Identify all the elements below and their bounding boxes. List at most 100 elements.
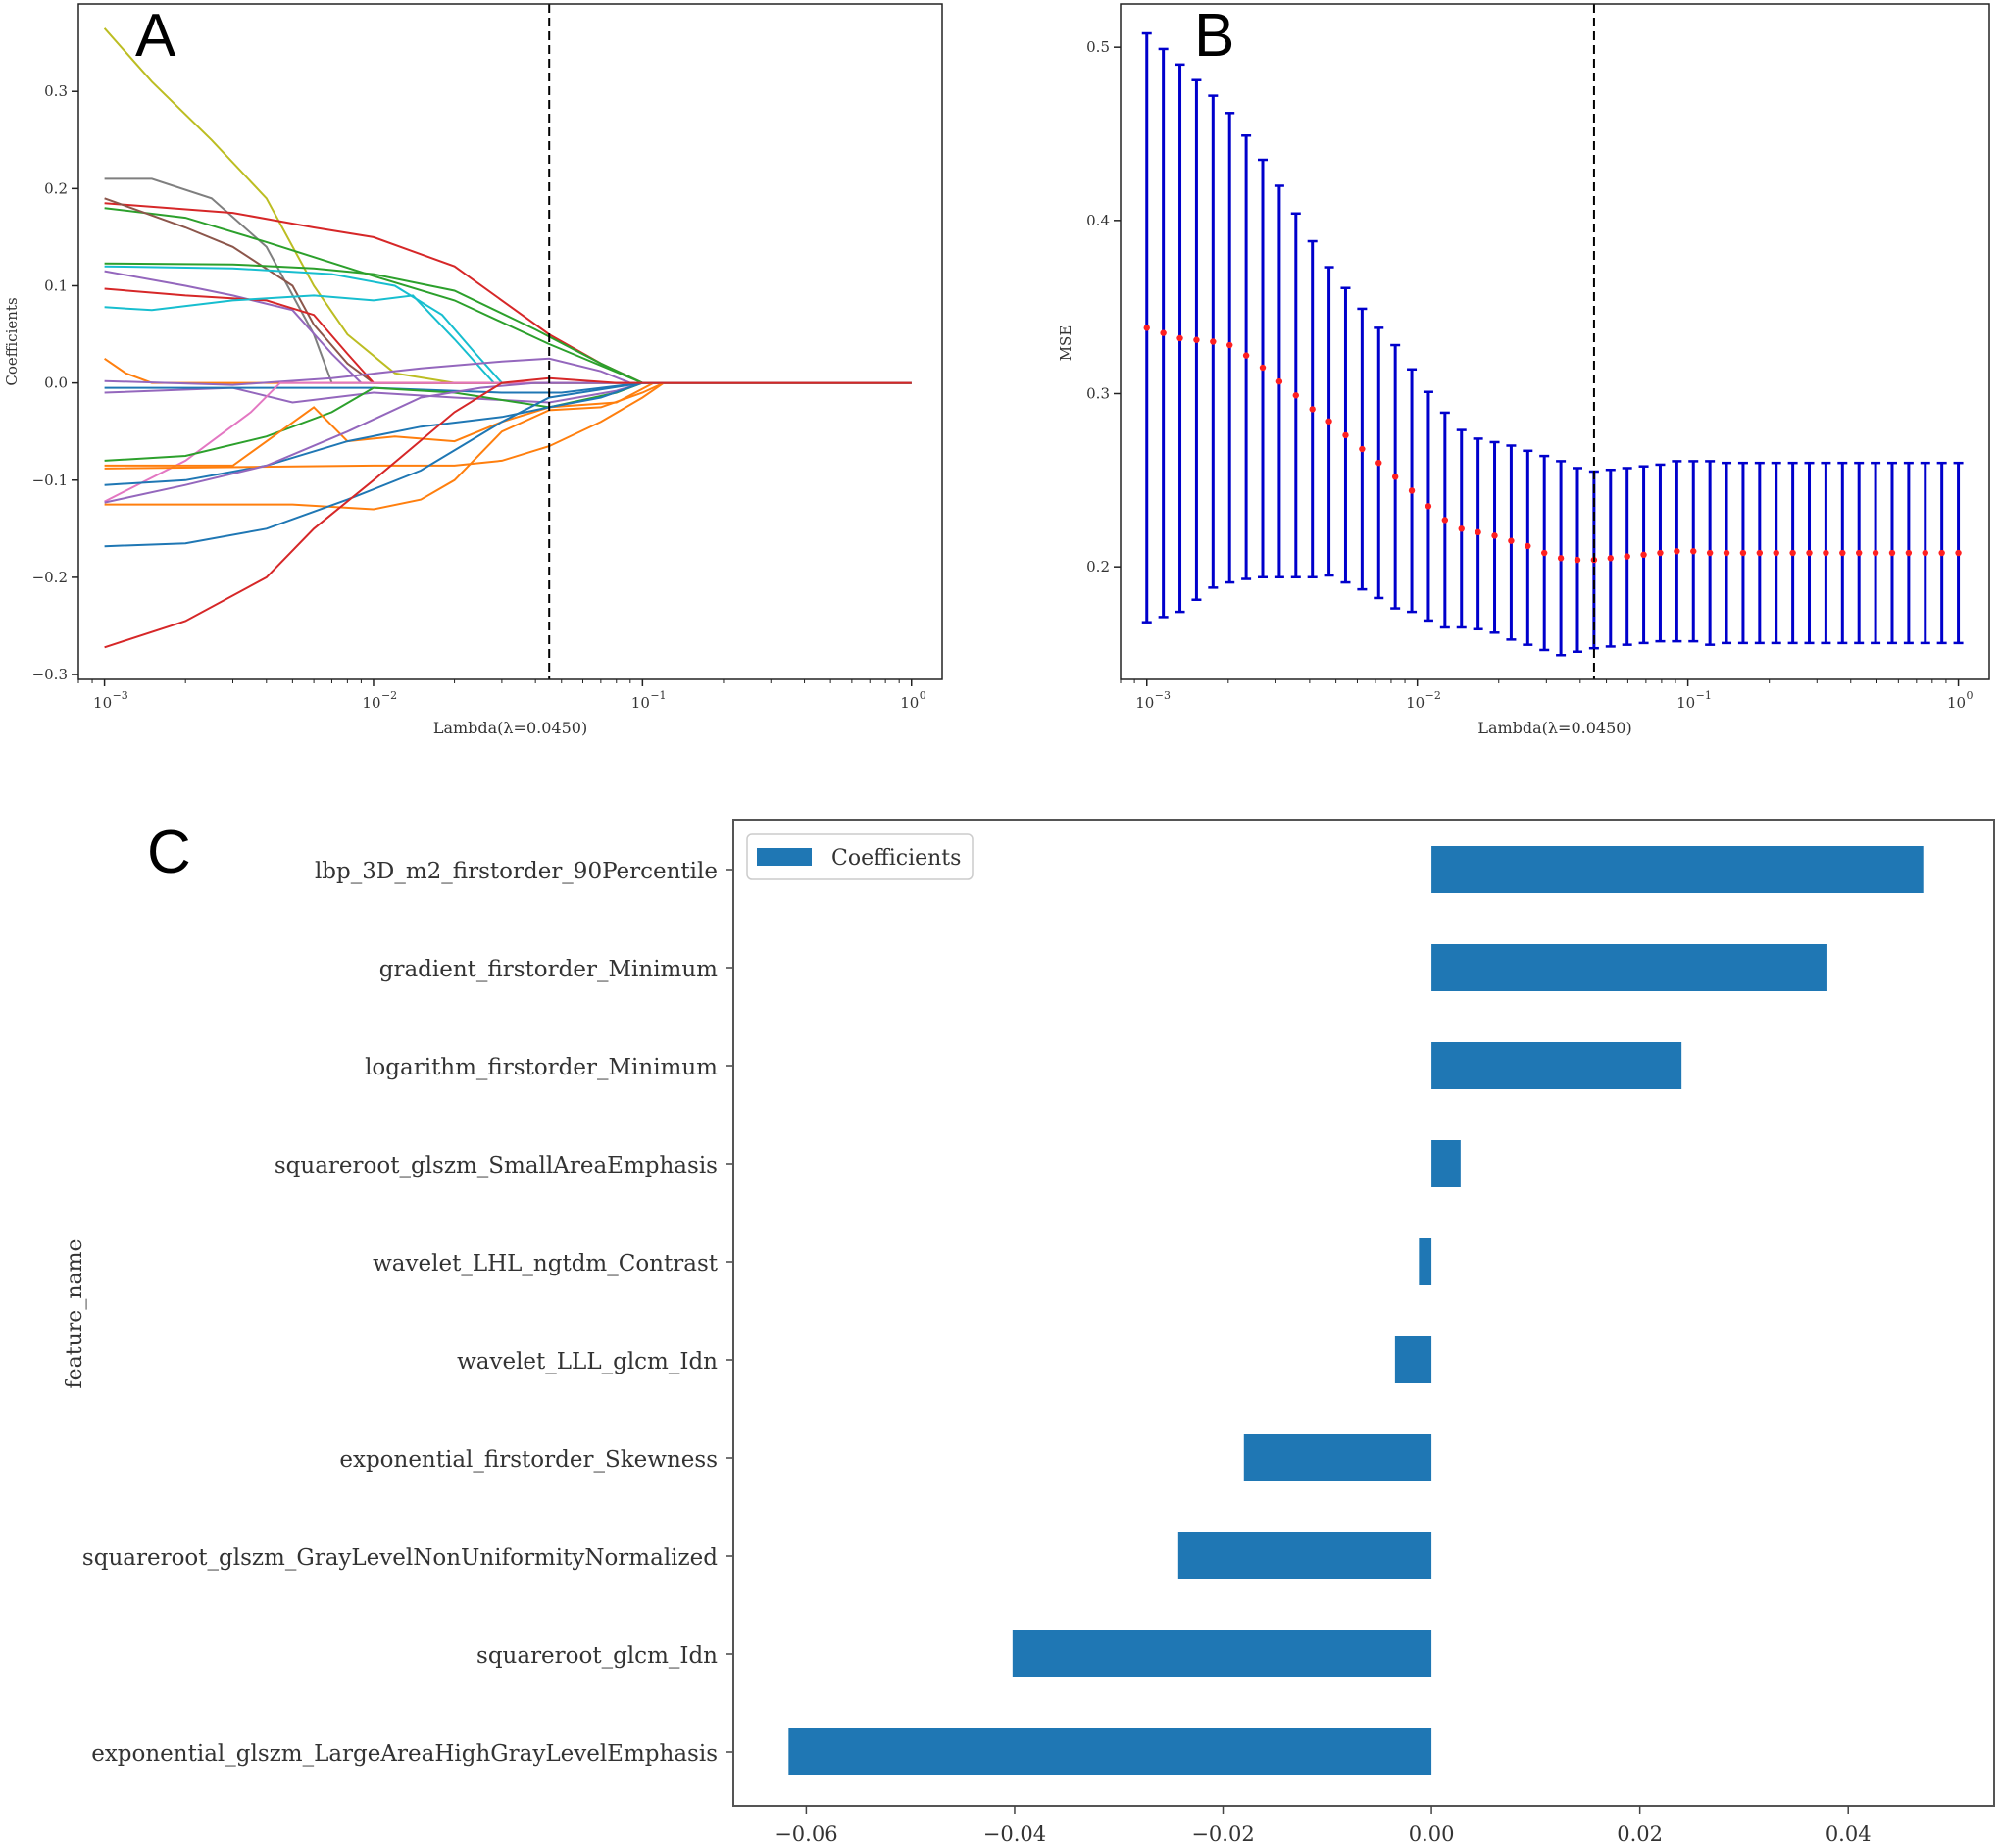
coefficient-path-line <box>104 381 912 467</box>
x-tick-base: 10 <box>362 694 380 712</box>
mse-mean-point <box>1242 352 1250 359</box>
mse-mean-point <box>1607 555 1614 562</box>
mse-mean-point <box>1441 517 1449 524</box>
y-tick-label: 0.2 <box>1086 558 1110 575</box>
y-axis-label: Coefficients <box>3 297 21 385</box>
mse-mean-point <box>1309 406 1316 413</box>
mse-mean-point <box>1325 418 1332 425</box>
coefficient-bar <box>788 1728 1432 1775</box>
mse-mean-point <box>1773 549 1779 557</box>
mse-mean-point <box>1640 551 1647 558</box>
mse-mean-point <box>1872 549 1879 557</box>
y-tick-label: −0.3 <box>32 666 68 683</box>
coefficient-path-line <box>104 287 912 384</box>
coefficient-path-line <box>104 270 912 384</box>
coefficient-bar <box>1243 1434 1432 1481</box>
mse-mean-point <box>1342 431 1349 439</box>
mse-mean-point <box>1955 549 1962 557</box>
feature-label: wavelet_LLL_glcm_Idn <box>457 1349 718 1374</box>
feature-label: exponential_firstorder_Skewness <box>339 1447 718 1473</box>
x-tick-label: −0.06 <box>775 1823 837 1843</box>
mse-mean-point <box>1938 549 1945 557</box>
mse-mean-point <box>1624 553 1630 560</box>
mse-mean-point <box>1425 503 1432 510</box>
coefficient-bar <box>1419 1238 1432 1285</box>
mse-mean-point <box>1193 336 1200 343</box>
mse-mean-point <box>1574 556 1581 564</box>
mse-mean-point <box>1690 548 1697 555</box>
coefficient-path-line <box>104 381 912 486</box>
feature-label: exponential_glszm_LargeAreaHighGrayLevel… <box>91 1741 718 1767</box>
feature-label: squareroot_glcm_Idn <box>476 1643 718 1669</box>
y-axis-label: feature_name <box>63 1239 87 1389</box>
mse-mean-point <box>1739 549 1747 557</box>
y-tick-label: −0.1 <box>32 472 68 489</box>
mse-mean-point <box>1359 445 1366 453</box>
feature-label: logarithm_firstorder_Minimum <box>365 1055 718 1080</box>
panel-b-errorbars <box>1141 31 1964 657</box>
y-tick-label: 0.4 <box>1086 212 1110 229</box>
coefficient-path-line <box>104 376 912 649</box>
y-tick-label: −0.2 <box>32 569 68 586</box>
mse-mean-point <box>1160 329 1167 336</box>
coefficient-bar <box>1177 1532 1432 1579</box>
mse-mean-point <box>1922 549 1928 557</box>
x-tick-base: 10 <box>1676 694 1695 712</box>
x-tick-base: 10 <box>900 694 919 712</box>
legend-box <box>746 833 974 880</box>
y-tick-label: 0.3 <box>44 82 68 100</box>
y-tick-label: 0.1 <box>44 276 68 294</box>
legend: Coefficients <box>746 833 974 880</box>
mse-mean-point <box>1458 525 1465 532</box>
mse-mean-point <box>1674 548 1680 555</box>
mse-mean-point <box>1226 341 1233 349</box>
y-tick-label: 0.0 <box>44 375 68 392</box>
panel-a-series-group <box>103 27 912 649</box>
mse-mean-point <box>1905 549 1913 557</box>
legend-swatch <box>757 848 812 866</box>
mse-mean-point <box>1375 459 1382 467</box>
panel-c-axes-frame <box>732 819 1995 1807</box>
y-tick-label: 0.5 <box>1086 38 1110 56</box>
coefficient-path-line <box>104 262 912 384</box>
mse-mean-point <box>1888 549 1896 557</box>
mse-mean-point <box>1275 377 1283 385</box>
feature-label: squareroot_glszm_GrayLevelNonUniformityN… <box>82 1545 718 1571</box>
x-tick-exponent: −3 <box>1155 689 1171 702</box>
mse-mean-point <box>1491 532 1498 539</box>
feature-label: squareroot_glszm_SmallAreaEmphasis <box>275 1153 718 1178</box>
coefficient-path-line <box>104 381 912 462</box>
coefficient-bar <box>1431 944 1827 991</box>
feature-label: wavelet_LHL_ngtdm_Contrast <box>373 1251 719 1276</box>
mse-mean-point <box>1508 537 1515 544</box>
x-tick-exponent: −2 <box>381 689 397 702</box>
feature-label: lbp_3D_m2_firstorder_90Percentile <box>315 859 718 884</box>
panel-label-b: B <box>1194 2 1234 70</box>
mse-mean-point <box>1806 549 1813 557</box>
y-tick-label: 0.2 <box>44 179 68 197</box>
x-tick-exponent: −3 <box>113 689 128 702</box>
coefficient-bar <box>1431 1042 1682 1089</box>
x-tick-base: 10 <box>1406 694 1425 712</box>
coefficient-path-line <box>104 381 912 511</box>
coefficient-bar <box>1431 846 1924 893</box>
feature-label: gradient_firstorder_Minimum <box>379 957 718 982</box>
coefficient-path-line <box>104 381 912 470</box>
coefficient-path-line <box>104 357 912 384</box>
coefficient-path-line <box>104 207 912 384</box>
x-tick-label: 0.02 <box>1617 1823 1663 1843</box>
coefficient-path-line <box>104 381 912 548</box>
mse-mean-point <box>1823 549 1829 557</box>
x-axis-label: Lambda(λ=0.0450) <box>433 719 587 737</box>
coefficient-path-line <box>104 381 912 504</box>
y-tick-label: 0.3 <box>1086 385 1110 403</box>
mse-mean-point <box>1210 338 1217 345</box>
x-tick-exponent: 0 <box>1967 689 1974 702</box>
x-tick-label: 0.00 <box>1409 1823 1455 1843</box>
coefficient-path-line <box>104 177 912 384</box>
mse-mean-point <box>1525 542 1531 550</box>
mse-mean-point <box>1541 549 1548 557</box>
x-tick-exponent: −1 <box>650 689 666 702</box>
x-tick-base: 10 <box>1135 694 1154 712</box>
